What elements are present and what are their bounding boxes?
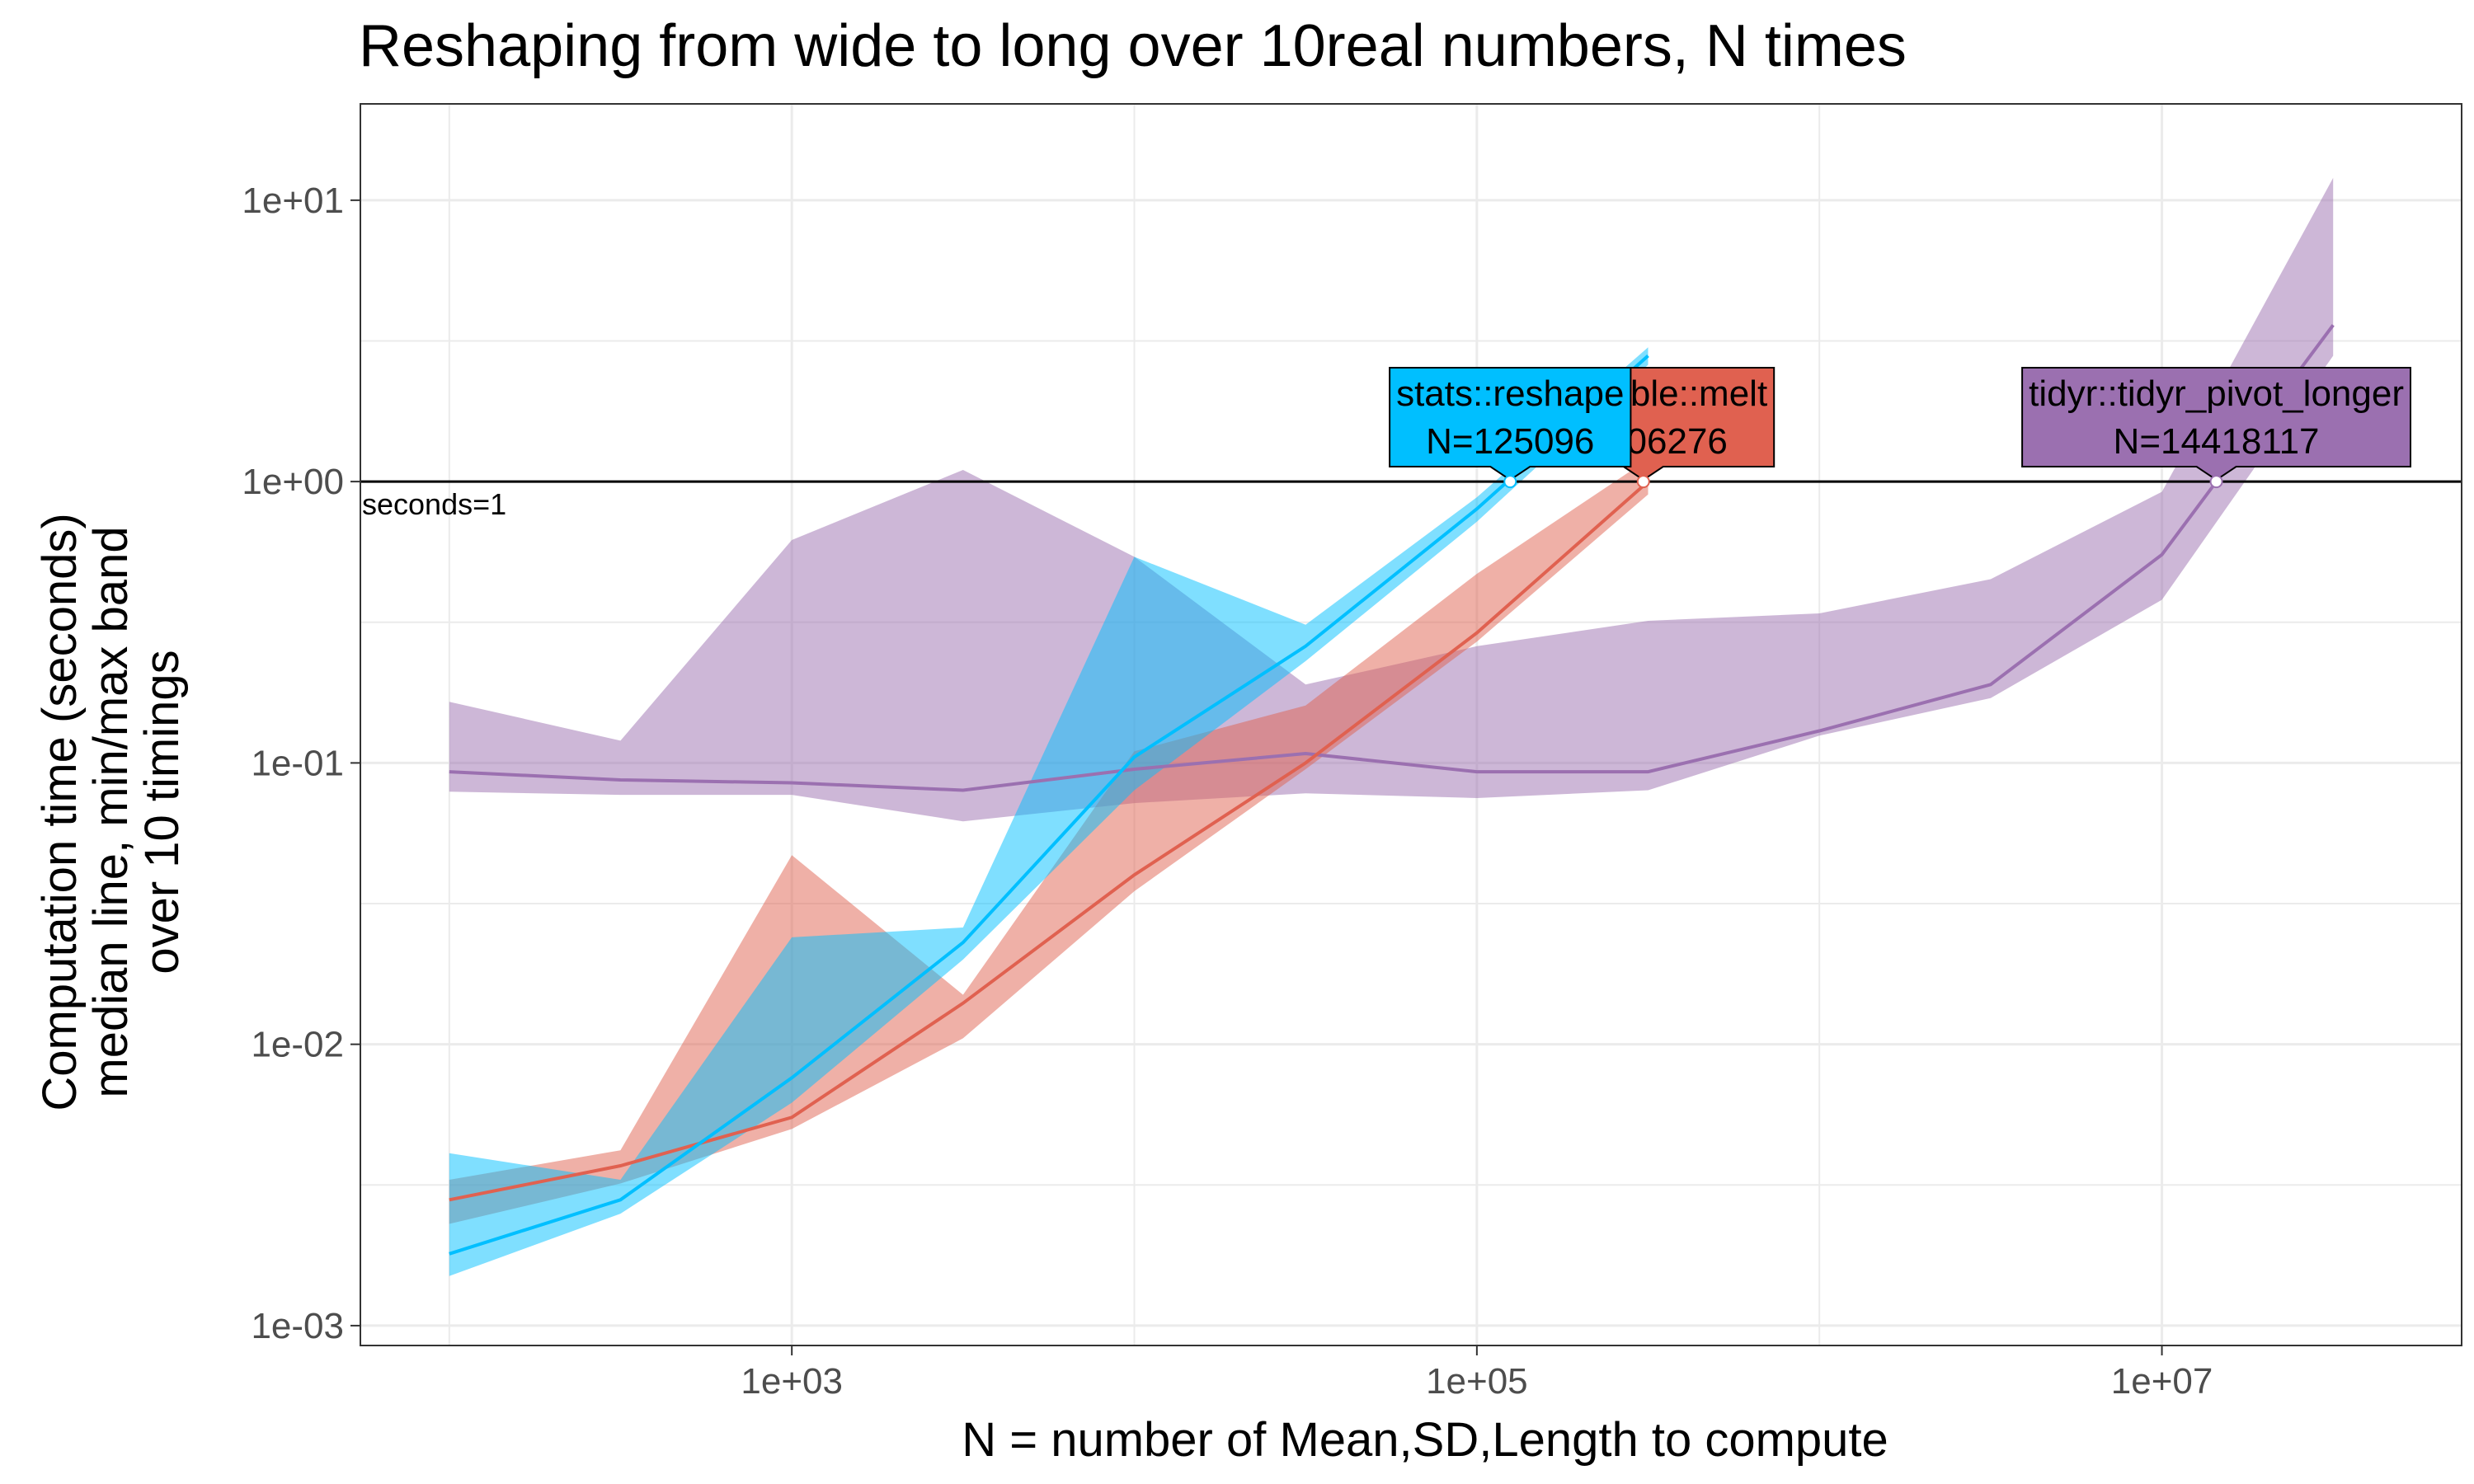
y-tick-label: 1e-02 bbox=[251, 1025, 344, 1065]
median-line-stats-reshape bbox=[449, 355, 1649, 1256]
series-lines bbox=[449, 324, 2335, 1256]
x-tick-label: 1e+07 bbox=[2111, 1361, 2213, 1402]
y-tick-label: 1e-03 bbox=[251, 1306, 344, 1346]
y-tick-label: 1e+01 bbox=[242, 181, 344, 221]
callout-box-stats-reshape bbox=[1389, 367, 1632, 481]
median-line-data-table-melt bbox=[449, 480, 1649, 1202]
y-axis-title: Computation time (seconds) median line, … bbox=[33, 513, 189, 1111]
series-callouts: tidyr::tidyr_pivot_longerN=14418117data.… bbox=[1389, 367, 2411, 489]
callout-n-tidyr-tidyr-pivot-longer: N=14418117 bbox=[2114, 421, 2320, 462]
callout-point-data-table-melt bbox=[1636, 475, 1650, 489]
x-tick-label: 1e+05 bbox=[1426, 1361, 1528, 1402]
x-axis-title: N = number of Mean,SD,Length to compute bbox=[962, 1413, 1888, 1467]
y-axis-title-line-3: over 10 timings bbox=[135, 650, 189, 974]
y-axis-title-line-1: Computation time (seconds) bbox=[33, 513, 87, 1111]
callout-name-tidyr-tidyr-pivot-longer: tidyr::tidyr_pivot_longer bbox=[2029, 373, 2404, 414]
band-tidyr-tidyr-pivot-longer bbox=[449, 177, 2334, 822]
x-tick-label: 1e+03 bbox=[741, 1361, 843, 1402]
band-stats-reshape bbox=[449, 347, 1649, 1276]
callout-box-tidyr-tidyr-pivot-longer bbox=[2021, 367, 2411, 481]
reference-line-group: seconds=1 bbox=[360, 480, 2462, 521]
callout-point-tidyr-tidyr-pivot-longer bbox=[2209, 475, 2223, 489]
x-axis: 1e+03 1e+05 1e+07 bbox=[741, 1345, 2213, 1402]
series-bands bbox=[449, 177, 2334, 1276]
plot-panel-border bbox=[360, 103, 2462, 1346]
callout-point-stats-reshape bbox=[1503, 475, 1517, 489]
y-axis: 1e-03 1e-02 1e-01 1e+00 1e+01 bbox=[242, 181, 360, 1346]
reference-line-label: seconds=1 bbox=[362, 487, 506, 521]
y-tick-label: 1e+00 bbox=[242, 462, 344, 502]
y-axis-title-line-2: median line, min/max band bbox=[84, 526, 138, 1097]
callout-n-stats-reshape: N=125096 bbox=[1426, 421, 1594, 462]
chart-title: Reshaping from wide to long over 10real … bbox=[359, 13, 1907, 79]
y-tick-label: 1e-01 bbox=[251, 743, 344, 783]
callout-name-stats-reshape: stats::reshape bbox=[1396, 373, 1624, 414]
median-line-tidyr-tidyr-pivot-longer bbox=[449, 324, 2335, 792]
